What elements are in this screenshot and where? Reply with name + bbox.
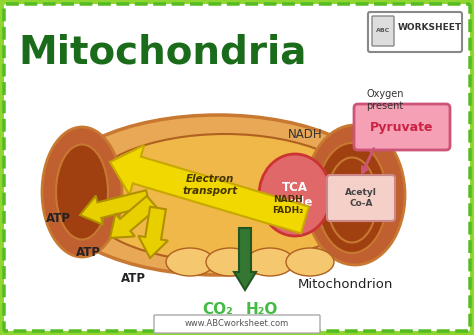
FancyBboxPatch shape (354, 104, 450, 150)
Text: NADH
FADH₂: NADH FADH₂ (273, 195, 304, 215)
Text: WORKSHEET: WORKSHEET (398, 23, 462, 32)
Text: H₂O: H₂O (246, 303, 278, 318)
Polygon shape (110, 196, 157, 238)
Ellipse shape (259, 154, 331, 236)
Ellipse shape (286, 248, 334, 276)
Text: Oxygen
present: Oxygen present (366, 89, 404, 111)
Text: ATP: ATP (75, 246, 100, 259)
Text: ATP: ATP (120, 271, 146, 284)
FancyBboxPatch shape (368, 12, 462, 52)
FancyBboxPatch shape (4, 4, 470, 331)
Ellipse shape (48, 115, 388, 275)
Polygon shape (138, 207, 168, 258)
Ellipse shape (206, 248, 254, 276)
Ellipse shape (317, 143, 387, 253)
Text: Pyruvate: Pyruvate (370, 121, 434, 134)
Text: CO₂: CO₂ (202, 303, 233, 318)
Ellipse shape (246, 248, 294, 276)
FancyBboxPatch shape (154, 315, 320, 333)
Ellipse shape (82, 134, 367, 262)
Polygon shape (80, 190, 150, 225)
Ellipse shape (42, 127, 122, 257)
Text: Electron
transport: Electron transport (182, 174, 237, 196)
Text: ATP: ATP (46, 211, 71, 224)
Text: NADH: NADH (288, 129, 322, 141)
Text: ABC: ABC (376, 28, 390, 34)
Ellipse shape (327, 157, 377, 243)
FancyBboxPatch shape (372, 16, 394, 46)
Polygon shape (234, 228, 256, 290)
Text: Mitochondria: Mitochondria (18, 33, 306, 71)
Polygon shape (110, 145, 309, 233)
Ellipse shape (56, 144, 108, 240)
Text: Acetyl
Co-A: Acetyl Co-A (345, 188, 377, 208)
FancyArrowPatch shape (362, 148, 374, 173)
Ellipse shape (305, 125, 405, 265)
Text: www.ABCworksheet.com: www.ABCworksheet.com (185, 320, 289, 329)
Ellipse shape (166, 248, 214, 276)
Text: Mitochondrion: Mitochondrion (297, 278, 392, 291)
FancyBboxPatch shape (327, 175, 395, 221)
Text: TCA
Cycle: TCA Cycle (277, 181, 313, 209)
